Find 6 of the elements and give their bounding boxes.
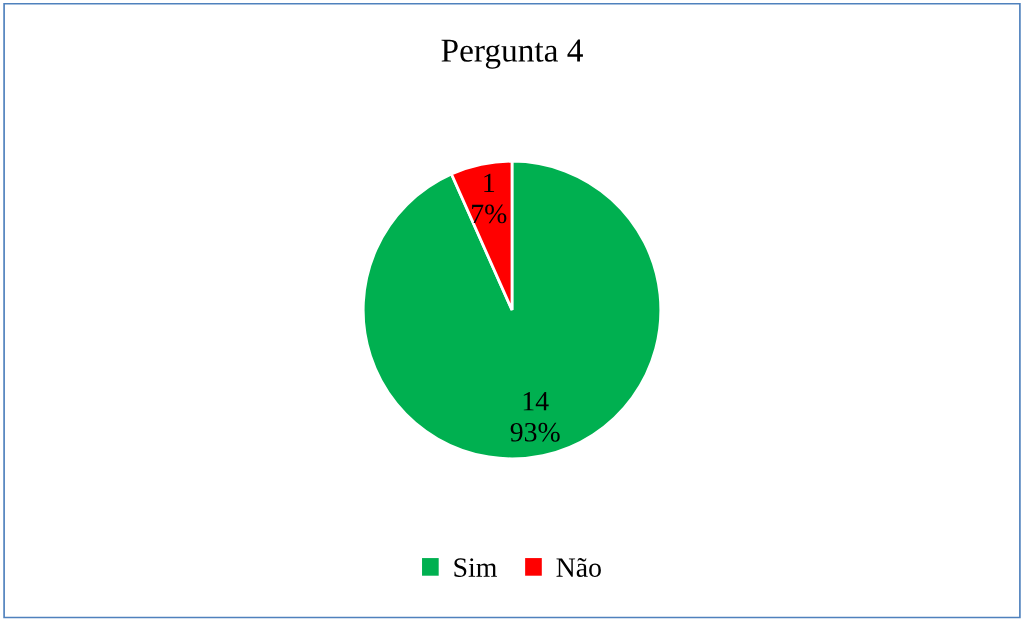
legend-label: Sim: [454, 558, 497, 577]
data-label: 1 7%: [472, 173, 507, 224]
data-label: 14 93%: [510, 392, 560, 442]
chart-title: Pergunta 4: [441, 39, 583, 69]
legend-label: Não: [556, 557, 601, 577]
pie-slice: [361, 159, 663, 461]
